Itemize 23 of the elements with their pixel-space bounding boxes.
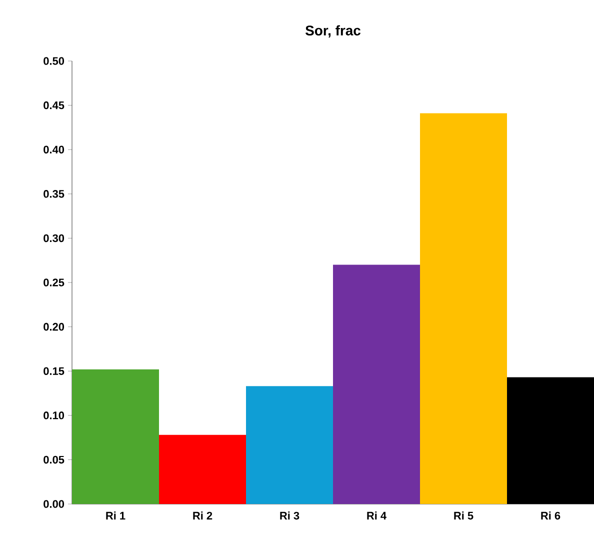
y-tick-label: 0.25 <box>44 278 64 286</box>
y-tick-label: 0.35 <box>44 190 64 198</box>
x-tick-label: Ri 6 <box>541 512 560 520</box>
y-tick-label: 0.10 <box>44 412 64 420</box>
bar <box>420 113 508 504</box>
y-tick-label: 0.40 <box>44 146 64 154</box>
bar <box>333 264 420 504</box>
x-tick-label: Ri 2 <box>193 512 212 520</box>
x-tick-label: Ri 1 <box>106 512 126 520</box>
chart-title: Sor, frac <box>306 25 360 38</box>
x-tick-label: Ri 3 <box>280 512 300 520</box>
y-tick-label: 0.00 <box>44 500 64 508</box>
y-tick-label: 0.20 <box>44 322 64 331</box>
y-tick-label: 0.30 <box>44 234 64 242</box>
y-tick-label: 0.15 <box>44 367 64 375</box>
y-tick-label: 0.05 <box>44 456 64 464</box>
y-tick-label: 0.45 <box>44 101 64 110</box>
x-tick-label: Ri 5 <box>454 512 474 520</box>
y-tick-label: 0.50 <box>44 57 64 65</box>
bar <box>72 369 159 504</box>
x-tick-label: Ri 4 <box>367 512 386 520</box>
bar <box>159 434 246 504</box>
bar <box>246 386 334 504</box>
